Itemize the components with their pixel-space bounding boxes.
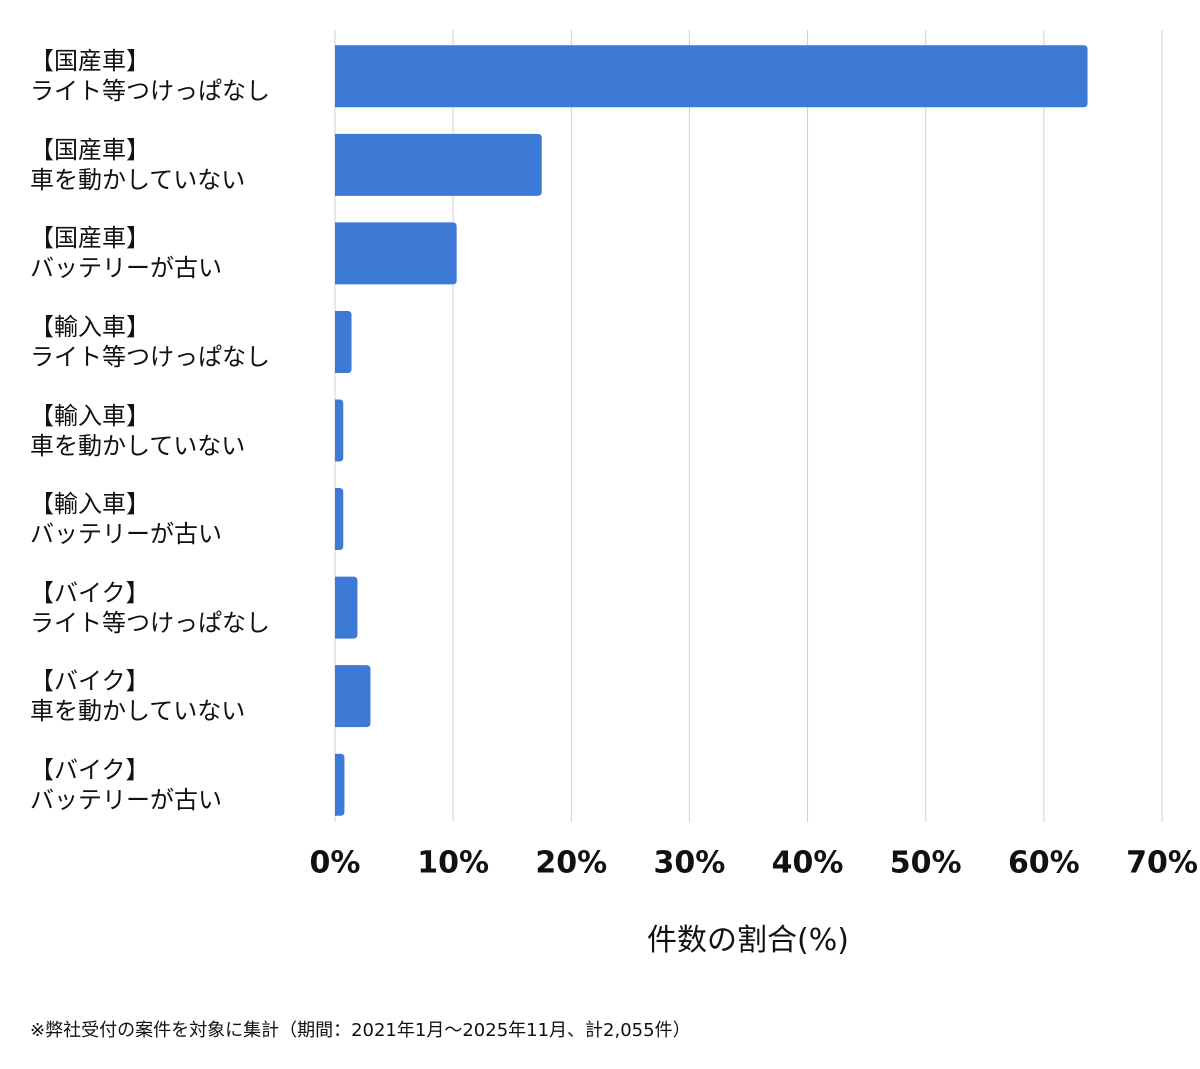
bar: [335, 665, 371, 728]
bar: [335, 222, 457, 285]
x-tick-label: 70%: [1126, 846, 1198, 881]
x-tick-label: 10%: [417, 846, 489, 881]
y-tick-label: 【バイク】 ライト等つけっぱなし: [30, 578, 270, 637]
bar: [335, 133, 542, 196]
x-tick-label: 0%: [310, 846, 361, 881]
x-tick-label: 50%: [890, 846, 962, 881]
y-tick-label: 【輸入車】 バッテリーが古い: [30, 490, 222, 549]
x-tick-label: 60%: [1008, 846, 1080, 881]
bar: [335, 488, 344, 551]
y-tick-label: 【国産車】 バッテリーが古い: [30, 224, 222, 283]
y-tick-label: 【国産車】 ライト等つけっぱなし: [30, 47, 270, 106]
bar: [335, 753, 345, 816]
x-tick-label: 40%: [772, 846, 844, 881]
footnote: ※弊社受付の案件を対象に集計（期間：2021年1月～2025年11月、計2,05…: [30, 1020, 691, 1041]
bar: [335, 310, 352, 373]
y-tick-label: 【輸入車】 ライト等つけっぱなし: [30, 312, 270, 371]
bar: [335, 399, 344, 462]
bar: [335, 45, 1088, 108]
y-tick-label: 【バイク】 車を動かしていない: [30, 667, 246, 726]
y-tick-label: 【バイク】 バッテリーが古い: [30, 755, 222, 814]
x-tick-label: 30%: [654, 846, 726, 881]
x-tick-label: 20%: [535, 846, 607, 881]
y-tick-label: 【国産車】 車を動かしていない: [30, 135, 246, 194]
y-tick-label: 【輸入車】 車を動かしていない: [30, 401, 246, 460]
x-axis-label: 件数の割合(%): [647, 923, 849, 958]
bar: [335, 576, 358, 639]
